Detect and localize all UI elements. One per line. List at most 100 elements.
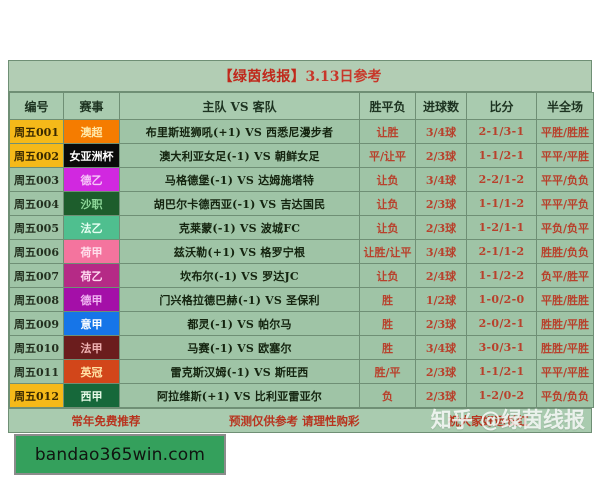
footer-note-free: 常年免费推荐 xyxy=(71,413,141,428)
league-badge-cell: 意甲 xyxy=(63,311,120,336)
footer-note-reference: 预测仅供参考 请理性购彩 xyxy=(228,413,360,428)
half-full-time-cell: 胜胜/平胜 xyxy=(536,335,594,360)
match-teams-cell: 阿拉维斯(+1) VS 比利亚雷亚尔 xyxy=(119,383,360,408)
match-teams-cell: 兹沃勒(+1) VS 格罗宁根 xyxy=(119,239,360,264)
table-row: 周五001 澳超 布里斯班狮吼(+1) VS 西悉尼漫步者 让胜 3/4球 2-1/3-1… xyxy=(9,119,594,144)
site-url-chip[interactable]: bandao365win.com xyxy=(14,434,226,475)
match-id-cell: 周五004 xyxy=(9,191,64,216)
result-pick-cell: 胜 xyxy=(359,287,416,312)
column-header-result: 胜平负 xyxy=(359,92,416,120)
match-id-cell: 周五003 xyxy=(9,167,64,192)
correct-score-cell: 2-2/1-2 xyxy=(466,167,537,192)
column-header-league: 赛事 xyxy=(63,92,120,120)
result-pick-cell: 负 xyxy=(359,383,416,408)
total-goals-cell: 2/3球 xyxy=(415,359,467,384)
table-footer: 常年免费推荐 预测仅供参考 请理性购彩 祝大家好运长红 xyxy=(9,408,591,432)
correct-score-cell: 2-1/1-2 xyxy=(466,239,537,264)
column-header-id: 编号 xyxy=(9,92,64,120)
total-goals-cell: 3/4球 xyxy=(415,119,467,144)
half-full-time-cell: 平平/平负 xyxy=(536,191,594,216)
match-id-cell: 周五010 xyxy=(9,335,64,360)
table-header-row: 编号 赛事 主队 VS 客队 胜平负 进球数 比分 半全场 xyxy=(9,92,594,120)
column-header-score: 比分 xyxy=(466,92,537,120)
total-goals-cell: 1/2球 xyxy=(415,287,467,312)
half-full-time-cell: 平胜/胜胜 xyxy=(536,287,594,312)
correct-score-cell: 2-0/2-1 xyxy=(466,311,537,336)
half-full-time-cell: 平平/平胜 xyxy=(536,143,594,168)
title-bracket-text: 【绿茵线报】 xyxy=(218,69,306,85)
table-row: 周五002 女亚洲杯 澳大利亚女足(-1) VS 朝鲜女足 平/让平 2/3球 1-1/2… xyxy=(9,143,594,168)
match-id-cell: 周五008 xyxy=(9,287,64,312)
league-badge-cell: 法乙 xyxy=(63,215,120,240)
correct-score-cell: 1-1/2-1 xyxy=(466,359,537,384)
total-goals-cell: 3/4球 xyxy=(415,167,467,192)
table-row: 周五011 英冠 雷克斯汉姆(-1) VS 斯旺西 胜/平 2/3球 1-1/2-1 平平/… xyxy=(9,359,594,384)
table-row: 周五010 法甲 马赛(-1) VS 欧塞尔胜 3/4球 3-0/3-1 胜胜/平胜 xyxy=(9,335,594,360)
total-goals-cell: 2/3球 xyxy=(415,311,467,336)
league-badge-cell: 女亚洲杯 xyxy=(63,143,120,168)
column-header-halffull: 半全场 xyxy=(536,92,594,120)
correct-score-cell: 1-1/1-2 xyxy=(466,191,537,216)
match-teams-cell: 布里斯班狮吼(+1) VS 西悉尼漫步者 xyxy=(119,119,360,144)
result-pick-cell: 胜/平 xyxy=(359,359,416,384)
match-id-cell: 周五002 xyxy=(9,143,64,168)
league-badge-cell: 荷乙 xyxy=(63,263,120,288)
league-badge-cell: 沙职 xyxy=(63,191,120,216)
column-header-match: 主队 VS 客队 xyxy=(119,92,360,120)
table-row: 周五008 德甲 门兴格拉德巴赫(-1) VS 圣保利胜 1/2球 1-0/2-0 平胜/… xyxy=(9,287,594,312)
result-pick-cell: 让负 xyxy=(359,215,416,240)
match-id-cell: 周五011 xyxy=(9,359,64,384)
site-url-text: bandao365win.com xyxy=(34,444,206,465)
match-teams-cell: 雷克斯汉姆(-1) VS 斯旺西 xyxy=(119,359,360,384)
match-id-cell: 周五009 xyxy=(9,311,64,336)
table-row: 周五007 荷乙 坎布尔(-1) VS 罗达JC 让负 2/4球 1-1/2-2 负平/胜平 xyxy=(9,263,594,288)
correct-score-cell: 1-1/2-1 xyxy=(466,143,537,168)
total-goals-cell: 2/4球 xyxy=(415,263,467,288)
footer-note-luck: 祝大家好运长红 xyxy=(448,413,529,428)
table-row: 周五009 意甲 都灵(-1) VS 帕尔马胜 2/3球 2-0/2-1 胜胜/平胜 xyxy=(9,311,594,336)
half-full-time-cell: 胜胜/平胜 xyxy=(536,311,594,336)
total-goals-cell: 2/3球 xyxy=(415,215,467,240)
half-full-time-cell: 平平/平胜 xyxy=(536,359,594,384)
match-teams-cell: 门兴格拉德巴赫(-1) VS 圣保利 xyxy=(119,287,360,312)
table-title: 【绿茵线报】3.13日参考 xyxy=(9,61,591,92)
half-full-time-cell: 平平/负负 xyxy=(536,167,594,192)
table-row: 周五003 德乙 马格德堡(-1) VS 达姆施塔特 让负 3/4球 2-2/1-2 平平/… xyxy=(9,167,594,192)
total-goals-cell: 2/3球 xyxy=(415,383,467,408)
match-teams-cell: 澳大利亚女足(-1) VS 朝鲜女足 xyxy=(119,143,360,168)
half-full-time-cell: 平负/负平 xyxy=(536,215,594,240)
correct-score-cell: 1-2/1-1 xyxy=(466,215,537,240)
result-pick-cell: 让负 xyxy=(359,263,416,288)
league-badge-cell: 法甲 xyxy=(63,335,120,360)
correct-score-cell: 1-0/2-0 xyxy=(466,287,537,312)
match-id-cell: 周五005 xyxy=(9,215,64,240)
table-row: 周五004 沙职 胡巴尔卡德西亚(-1) VS 吉达国民 让负 2/3球 1-1/1-2 平… xyxy=(9,191,594,216)
match-teams-cell: 胡巴尔卡德西亚(-1) VS 吉达国民 xyxy=(119,191,360,216)
table-row: 周五006 荷甲 兹沃勒(+1) VS 格罗宁根 让胜/让平 3/4球 2-1/1-2 胜胜… xyxy=(9,239,594,264)
match-id-cell: 周五006 xyxy=(9,239,64,264)
table-body: 周五001 澳超 布里斯班狮吼(+1) VS 西悉尼漫步者 让胜 3/4球 2-1/3-1… xyxy=(9,119,594,408)
match-teams-cell: 都灵(-1) VS 帕尔马 xyxy=(119,311,360,336)
result-pick-cell: 让胜 xyxy=(359,119,416,144)
match-teams-cell: 马赛(-1) VS 欧塞尔 xyxy=(119,335,360,360)
league-badge-cell: 德乙 xyxy=(63,167,120,192)
total-goals-cell: 2/3球 xyxy=(415,143,467,168)
predictions-table: 编号 赛事 主队 VS 客队 胜平负 进球数 比分 半全场 周五001 澳超 布里斯… xyxy=(9,92,594,408)
correct-score-cell: 1-1/2-2 xyxy=(466,263,537,288)
league-badge-cell: 荷甲 xyxy=(63,239,120,264)
match-id-cell: 周五007 xyxy=(9,263,64,288)
correct-score-cell: 2-1/3-1 xyxy=(466,119,537,144)
half-full-time-cell: 负平/胜平 xyxy=(536,263,594,288)
total-goals-cell: 3/4球 xyxy=(415,239,467,264)
match-teams-cell: 克莱蒙(-1) VS 波城FC xyxy=(119,215,360,240)
table-row: 周五012 西甲 阿拉维斯(+1) VS 比利亚雷亚尔负 2/3球 1-2/0-2 平负/… xyxy=(9,383,594,408)
total-goals-cell: 2/3球 xyxy=(415,191,467,216)
result-pick-cell: 让负 xyxy=(359,167,416,192)
match-id-cell: 周五001 xyxy=(9,119,64,144)
result-pick-cell: 平/让平 xyxy=(359,143,416,168)
league-badge-cell: 西甲 xyxy=(63,383,120,408)
half-full-time-cell: 平胜/胜胜 xyxy=(536,119,594,144)
match-teams-cell: 马格德堡(-1) VS 达姆施塔特 xyxy=(119,167,360,192)
table-row: 周五005 法乙 克莱蒙(-1) VS 波城FC 让负 2/3球 1-2/1-1 平负/负平 xyxy=(9,215,594,240)
